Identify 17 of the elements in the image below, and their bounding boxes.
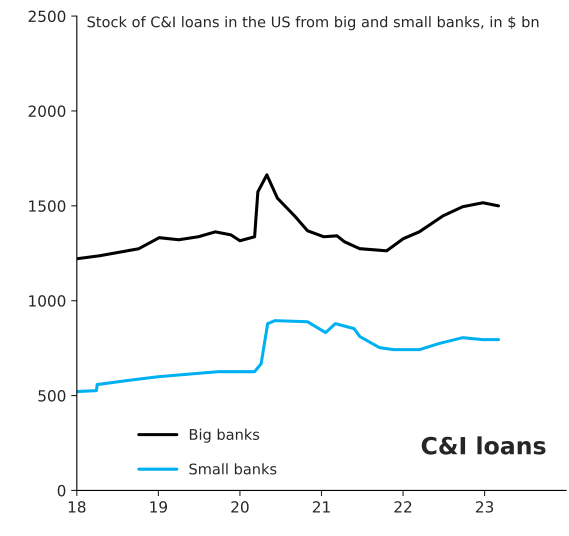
x-tick-label: 21	[312, 501, 330, 512]
legend-label: Big banks	[190, 428, 260, 443]
y-tick-label: 2000	[28, 105, 66, 117]
annotation: C&I loans	[422, 436, 546, 455]
y-tick-label: 500	[38, 390, 66, 402]
x-tick-label: 20	[231, 501, 249, 513]
y-tick-label: 1500	[29, 200, 66, 212]
x-tick-label: 23	[476, 501, 494, 513]
y-tick-label: 0	[58, 484, 66, 496]
x-tick-label: 19	[150, 501, 168, 513]
x-tick-label: 18	[68, 501, 86, 513]
legend-label: Small banks	[189, 463, 276, 474]
y-tick-label: 2500	[28, 10, 66, 22]
x-tick-label: 22	[394, 501, 412, 512]
line-series	[76, 319, 500, 394]
chart-title: Stock of C&I loans in the US from big and small banks, in $ bn	[88, 16, 538, 30]
y-tick-label: 1000	[29, 295, 66, 307]
